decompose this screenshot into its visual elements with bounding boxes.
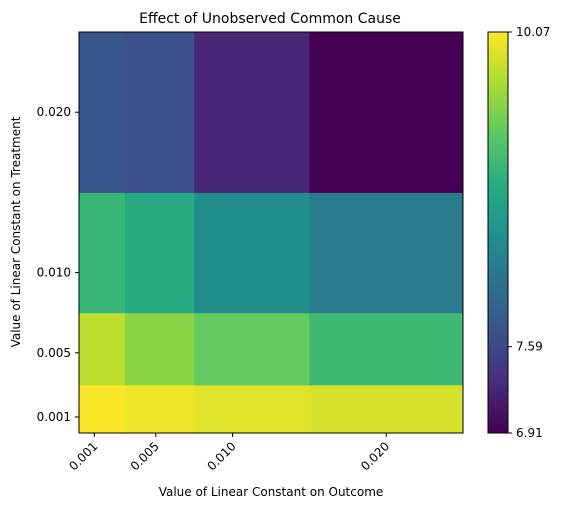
y-axis-ticks: 0.020 0.010 0.005 0.001 [37, 105, 79, 424]
x-tick-label: 0.001 [66, 439, 100, 473]
x-tick-label: 0.010 [205, 439, 239, 473]
heatmap-cell [194, 384, 310, 434]
heatmap-cell [125, 32, 195, 193]
x-axis-label: Value of Linear Constant on Outcome [159, 485, 384, 499]
colorbar-tick-label: 7.59 [516, 340, 543, 354]
heatmap-cell [79, 384, 126, 434]
chart-title: Effect of Unobserved Common Cause [139, 11, 401, 27]
heatmap-cell [309, 312, 464, 386]
x-tick-label: 0.005 [128, 439, 162, 473]
x-tick-label: 0.020 [358, 439, 392, 473]
colorbar-ticks: 10.07 7.59 6.91 [508, 25, 550, 440]
y-tick-label: 0.005 [37, 346, 71, 360]
heatmap-cell [125, 312, 195, 386]
y-tick-label: 0.020 [37, 105, 71, 119]
heatmap-cell [125, 192, 195, 314]
heatmap-cell [125, 384, 195, 434]
colorbar-tick-label: 10.07 [516, 25, 550, 39]
y-axis-label: Value of Linear Constant on Treatment [9, 116, 23, 347]
y-tick-label: 0.010 [37, 266, 71, 280]
heatmap-cell [194, 32, 310, 193]
heatmap-cells [79, 32, 464, 434]
heatmap-cell [194, 312, 310, 386]
heatmap-cell [309, 384, 464, 434]
heatmap-cell [79, 32, 126, 193]
heatmap-cell [309, 192, 464, 314]
heatmap-cell [194, 192, 310, 314]
heatmap-cell [79, 312, 126, 386]
y-tick-label: 0.001 [37, 410, 71, 424]
plot-frame [78, 31, 464, 434]
heatmap-cell [309, 32, 464, 193]
colorbar-tick-label: 6.91 [516, 426, 543, 440]
heatmap-cell [79, 192, 126, 314]
x-axis-ticks: 0.001 0.005 0.010 0.020 [66, 433, 392, 473]
colorbar [487, 31, 509, 434]
